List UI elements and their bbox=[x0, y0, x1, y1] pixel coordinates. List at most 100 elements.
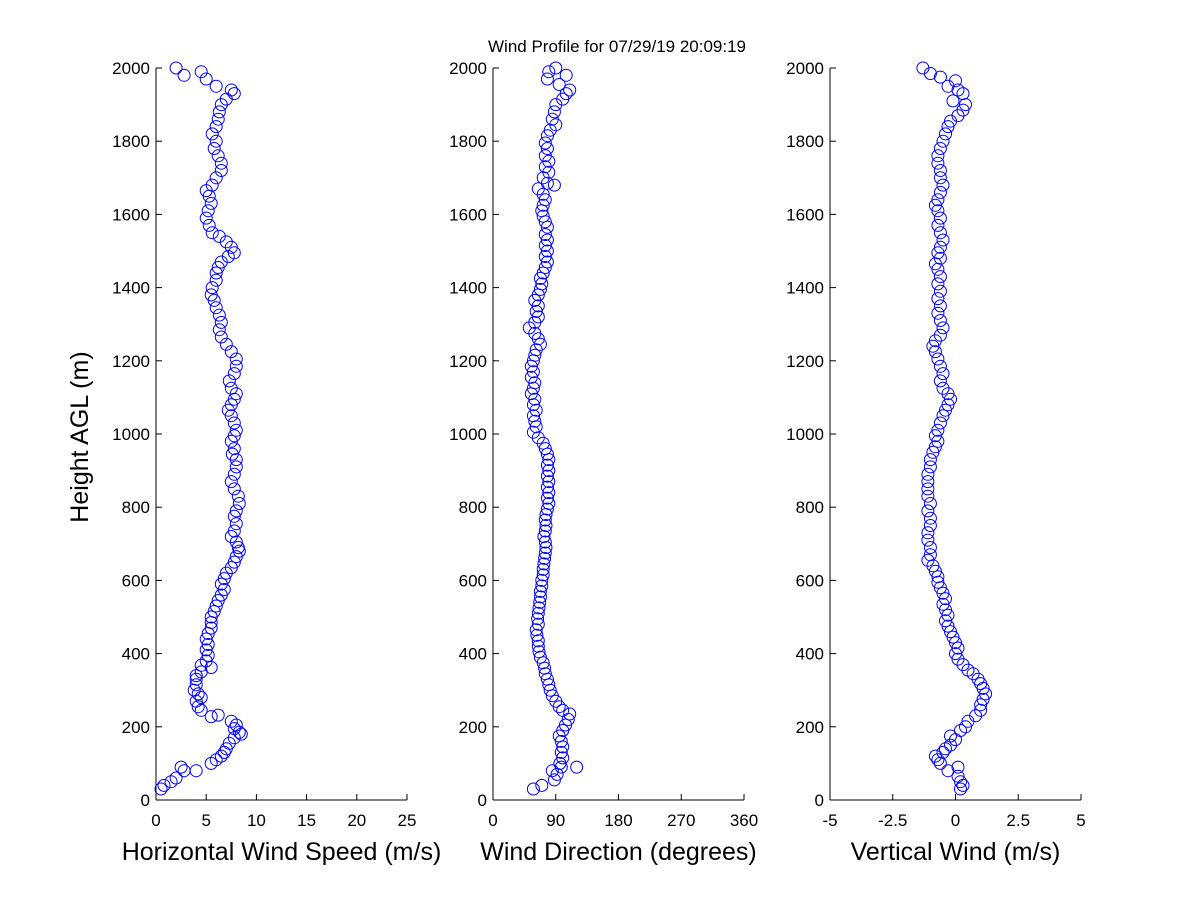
data-point bbox=[209, 273, 223, 287]
x-tick-label: 270 bbox=[667, 811, 695, 830]
data-point bbox=[923, 519, 937, 532]
data-point bbox=[538, 546, 552, 560]
data-point bbox=[961, 714, 975, 728]
data-point bbox=[931, 149, 945, 163]
y-tick-label: 1000 bbox=[449, 425, 487, 444]
data-point bbox=[212, 105, 226, 119]
data-point bbox=[227, 87, 241, 101]
x-tick-label: 10 bbox=[247, 811, 266, 830]
data-point bbox=[199, 654, 213, 668]
data-point bbox=[201, 204, 215, 218]
data-point bbox=[209, 79, 223, 93]
data-point bbox=[936, 367, 950, 381]
data-point bbox=[538, 228, 552, 241]
data-point bbox=[563, 83, 577, 97]
data-point bbox=[214, 164, 228, 177]
data-point bbox=[921, 526, 935, 540]
data-point bbox=[931, 423, 945, 437]
y-tick-label: 1000 bbox=[786, 425, 824, 444]
data-point bbox=[936, 381, 950, 395]
y-tick-label: 0 bbox=[478, 791, 487, 810]
data-point bbox=[199, 643, 213, 657]
data-point bbox=[538, 261, 552, 274]
x-tick-label: 90 bbox=[546, 811, 565, 830]
data-point bbox=[538, 239, 552, 252]
data-point bbox=[214, 98, 228, 112]
data-point bbox=[936, 586, 950, 600]
data-point bbox=[939, 603, 952, 617]
data-point bbox=[535, 778, 549, 792]
data-point bbox=[531, 332, 545, 346]
data-point bbox=[554, 760, 568, 774]
data-point bbox=[177, 764, 191, 778]
data-point bbox=[931, 277, 945, 291]
data-point bbox=[540, 502, 554, 516]
data-point bbox=[531, 612, 545, 626]
data-point bbox=[933, 185, 947, 199]
data-point bbox=[202, 218, 216, 232]
data-point bbox=[209, 266, 223, 280]
data-point bbox=[941, 79, 955, 93]
data-point bbox=[194, 65, 208, 79]
data-point bbox=[229, 504, 243, 518]
data-point bbox=[209, 134, 223, 148]
data-point bbox=[169, 771, 183, 785]
chart-title: Wind Profile for 07/29/19 20:09:19 bbox=[488, 37, 746, 56]
data-point bbox=[533, 584, 547, 598]
data-point bbox=[174, 760, 188, 774]
data-point bbox=[542, 486, 556, 500]
data-point bbox=[532, 645, 546, 659]
data-point bbox=[931, 292, 945, 306]
data-point bbox=[189, 678, 203, 692]
data-point bbox=[529, 304, 543, 318]
data-point bbox=[209, 301, 223, 315]
data-point bbox=[931, 193, 945, 207]
y-tick-label: 400 bbox=[459, 645, 487, 664]
y-tick-label: 1600 bbox=[786, 205, 824, 224]
data-point bbox=[921, 504, 935, 518]
data-point bbox=[941, 387, 955, 401]
x-tick-label: -2.5 bbox=[878, 811, 907, 830]
data-point bbox=[536, 568, 550, 582]
data-point bbox=[537, 530, 551, 543]
data-point bbox=[214, 315, 228, 329]
data-point bbox=[931, 352, 945, 366]
x-axis-label: Horizontal Wind Speed (m/s) bbox=[122, 838, 442, 866]
data-point bbox=[926, 445, 940, 459]
data-point bbox=[219, 235, 233, 249]
data-point bbox=[205, 127, 219, 141]
data-point bbox=[157, 778, 171, 792]
data-point bbox=[540, 480, 554, 494]
data-point bbox=[539, 508, 553, 521]
y-tick-label: 1400 bbox=[449, 279, 487, 298]
y-tick-label: 1800 bbox=[112, 132, 150, 151]
data-point bbox=[540, 142, 554, 155]
data-point bbox=[554, 734, 568, 748]
data-point bbox=[951, 760, 965, 774]
data-point bbox=[209, 171, 223, 185]
data-point bbox=[928, 345, 942, 359]
data-point bbox=[533, 282, 547, 296]
data-point bbox=[936, 409, 950, 423]
data-point bbox=[154, 782, 168, 796]
data-point bbox=[224, 83, 238, 97]
data-point bbox=[559, 68, 573, 82]
data-point bbox=[219, 566, 233, 580]
data-point bbox=[933, 314, 947, 327]
data-point bbox=[931, 204, 945, 218]
data-point bbox=[954, 775, 967, 789]
data-point bbox=[211, 112, 225, 126]
y-tick-label: 1600 bbox=[112, 205, 150, 224]
data-point bbox=[933, 226, 947, 240]
data-point bbox=[549, 61, 563, 75]
data-point bbox=[207, 142, 221, 155]
data-point bbox=[570, 760, 584, 774]
panel-2: 0 200 400 600 800 1000 1200 1400 1600 1800 2000 0 90… bbox=[449, 59, 758, 866]
data-point bbox=[949, 636, 962, 650]
data-point bbox=[540, 244, 554, 258]
data-point bbox=[224, 381, 238, 395]
data-point bbox=[229, 423, 243, 437]
data-point bbox=[933, 416, 947, 430]
